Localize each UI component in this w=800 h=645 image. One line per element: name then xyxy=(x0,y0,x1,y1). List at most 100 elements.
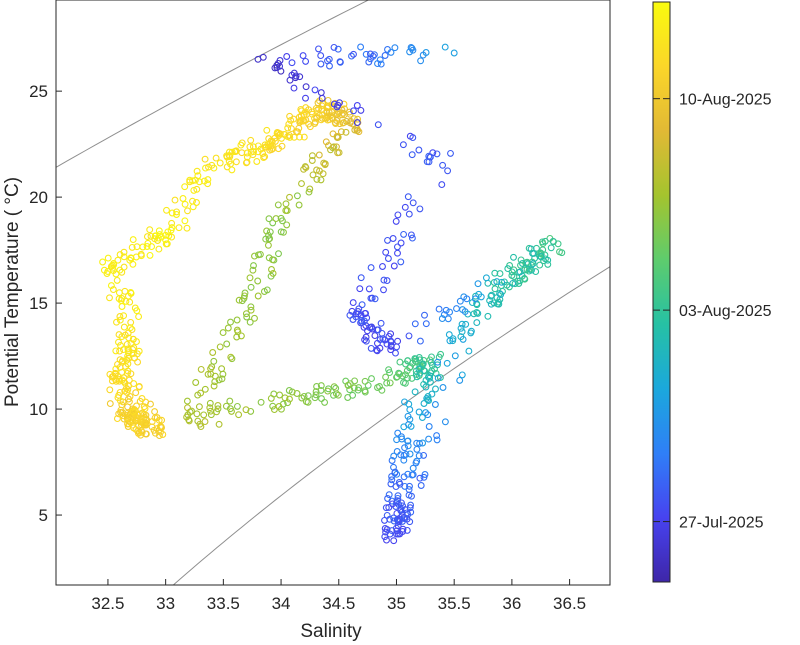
scatter-point xyxy=(524,260,532,268)
scatter-point xyxy=(406,406,414,414)
scatter-point xyxy=(444,167,452,175)
scatter-point xyxy=(317,382,325,390)
scatter-point xyxy=(407,501,415,509)
scatter-point xyxy=(351,126,359,134)
scatter-point xyxy=(209,349,217,356)
scatter-point xyxy=(461,308,469,316)
scatter-point xyxy=(426,378,434,386)
scatter-point xyxy=(334,149,342,157)
scatter-point xyxy=(334,391,342,399)
scatter-point xyxy=(447,149,454,157)
scatter-point xyxy=(403,367,411,375)
scatter-point xyxy=(440,311,448,319)
scatter-point xyxy=(362,50,370,58)
x-tick-label: 35 xyxy=(387,594,406,613)
scatter-point xyxy=(311,118,319,126)
scatter-point xyxy=(116,347,124,355)
scatter-point xyxy=(290,84,298,92)
scatter-point xyxy=(317,52,325,60)
scatter-point xyxy=(397,239,405,247)
scatter-point xyxy=(197,365,205,373)
scatter-point xyxy=(387,342,395,350)
scatter-point xyxy=(259,150,267,157)
scatter-point xyxy=(330,383,338,391)
scatter-point xyxy=(387,48,395,56)
scatter-point xyxy=(325,108,333,116)
scatter-point xyxy=(286,193,293,201)
scatter-point xyxy=(380,286,387,294)
scatter-point xyxy=(129,350,137,358)
scatter-point xyxy=(313,166,321,174)
y-tick-label: 10 xyxy=(29,400,48,419)
scatter-point xyxy=(529,249,537,257)
scatter-point xyxy=(305,188,313,196)
scatter-point xyxy=(246,318,254,326)
scatter-point xyxy=(134,358,142,366)
scatter-point xyxy=(181,200,189,208)
scatter-point xyxy=(193,185,201,193)
scatter-point xyxy=(116,316,124,324)
scatter-point xyxy=(207,365,215,373)
scatter-point xyxy=(200,177,208,185)
scatter-point xyxy=(404,470,412,478)
scatter-point xyxy=(401,515,409,523)
scatter-point xyxy=(386,379,394,387)
scatter-point xyxy=(350,384,358,392)
scatter-point xyxy=(416,439,424,447)
scatter-point xyxy=(311,86,319,94)
scatter-point xyxy=(407,422,415,430)
scatter-point xyxy=(387,480,395,488)
scatter-point xyxy=(383,379,391,387)
scatter-point xyxy=(388,476,396,484)
y-axis-title: Potential Temperature ( °C) xyxy=(2,177,23,407)
scatter-point xyxy=(118,401,126,409)
x-tick-label: 34 xyxy=(272,594,291,613)
scatter-point xyxy=(269,219,277,227)
scatter-point xyxy=(162,240,170,248)
scatter-point xyxy=(114,256,122,264)
scatter-point xyxy=(357,106,365,114)
scatter-point xyxy=(434,358,442,366)
scatter-point xyxy=(529,260,537,268)
scatter-point xyxy=(458,328,466,336)
scatter-point xyxy=(290,69,298,77)
scatter-point xyxy=(462,320,470,328)
scatter-point xyxy=(415,408,423,416)
scatter-point xyxy=(260,154,268,161)
scatter-point xyxy=(256,250,264,258)
scatter-point xyxy=(394,249,401,257)
scatter-point xyxy=(394,429,402,437)
scatter-point xyxy=(167,226,175,234)
scatter-point xyxy=(277,67,285,75)
scatter-point xyxy=(143,243,151,250)
scatter-point xyxy=(457,324,465,332)
scatter-point xyxy=(404,193,412,201)
scatter-point xyxy=(408,234,416,242)
scatter-point xyxy=(330,100,338,108)
scatter-point xyxy=(433,432,441,440)
scatter-point xyxy=(235,411,243,419)
scatter-point xyxy=(390,517,398,525)
scatter-point xyxy=(338,111,346,119)
scatter-point xyxy=(135,347,143,355)
scatter-point xyxy=(281,394,289,402)
scatter-point xyxy=(367,344,375,352)
scatter-point xyxy=(168,219,176,227)
scatter-point xyxy=(437,350,445,358)
colorbar xyxy=(652,1,671,583)
x-tick-label: 35.5 xyxy=(438,594,471,613)
scatter-point xyxy=(323,109,331,117)
scatter-point xyxy=(387,330,395,338)
scatter-point xyxy=(367,55,374,63)
scatter-point xyxy=(424,411,432,419)
scatter-point xyxy=(120,253,128,261)
scatter-point xyxy=(382,248,390,256)
scatter-point xyxy=(162,231,170,239)
isopycnal-line xyxy=(56,0,370,168)
scatter-point xyxy=(315,45,322,53)
scatter-point xyxy=(206,399,214,407)
scatter-point xyxy=(127,339,135,347)
scatter-point xyxy=(457,333,465,341)
scatter-point xyxy=(269,256,276,264)
scatter-point xyxy=(346,311,354,319)
